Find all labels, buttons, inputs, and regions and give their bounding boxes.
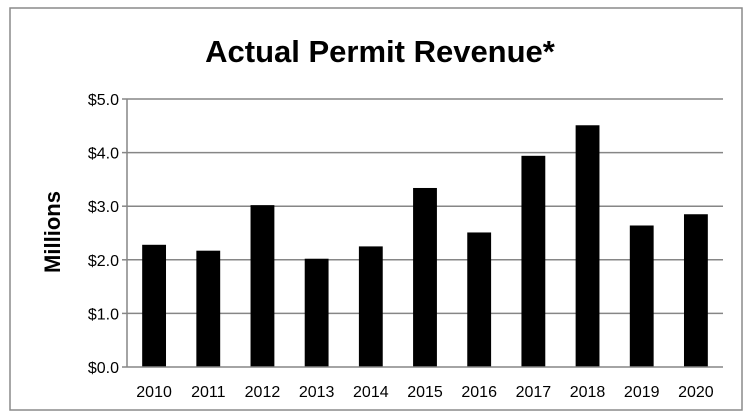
y-tick-labels: $0.0 $1.0 $2.0 $3.0 $4.0 $5.0: [88, 92, 119, 377]
bar-2015: [413, 187, 437, 367]
x-tick-label: 2016: [461, 384, 497, 401]
y-tick-label: $5.0: [88, 92, 119, 109]
x-tick-label: 2014: [353, 384, 389, 401]
x-tick-label: 2015: [407, 384, 443, 401]
bar-2012: [250, 205, 275, 367]
bars: [142, 125, 708, 367]
x-tick-label: 2013: [299, 384, 335, 401]
x-tick-label: 2020: [678, 384, 714, 401]
bar-2020: [683, 214, 708, 367]
y-tick-label: $0.0: [88, 360, 119, 377]
bar-2010: [142, 244, 167, 367]
y-tick-label: $2.0: [88, 253, 119, 270]
axes: [122, 98, 723, 368]
x-tick-label: 2018: [570, 384, 606, 401]
y-tick-label: $4.0: [88, 146, 119, 163]
bar-2016: [467, 232, 492, 367]
x-tick-label: 2012: [245, 384, 281, 401]
x-tick-label: 2017: [516, 384, 552, 401]
chart-title: Actual Permit Revenue*: [205, 34, 556, 69]
bar-2011: [196, 250, 221, 367]
y-axis-label: Millions: [40, 191, 65, 273]
x-tick-label: 2019: [624, 384, 660, 401]
y-tick-label: $3.0: [88, 199, 119, 216]
bar-2019: [629, 225, 654, 367]
x-tick-label: 2010: [136, 384, 172, 401]
bar-2013: [304, 258, 329, 367]
x-tick-label: 2011: [191, 384, 226, 401]
x-tick-labels: 2010 2011 2012 2013 2014 2015 2016 2017 2018 2019…: [136, 384, 714, 401]
y-tick-label: $1.0: [88, 306, 119, 323]
bar-2017: [521, 155, 546, 367]
bar-2018: [575, 125, 600, 367]
bar-2014: [358, 246, 383, 367]
